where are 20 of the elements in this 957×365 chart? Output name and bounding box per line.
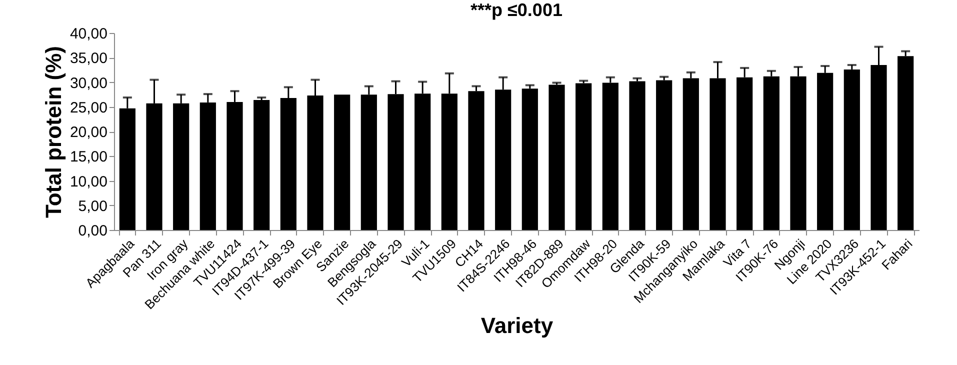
y-axis-title: Total protein (%) <box>40 46 66 218</box>
y-tick-label: 35,00 <box>70 50 108 68</box>
bar <box>763 76 780 230</box>
y-tick-label: 25,00 <box>70 99 108 116</box>
bar <box>522 88 538 230</box>
chart-title: ***p ≤0.001 <box>470 0 562 20</box>
bar <box>334 94 350 230</box>
bar <box>656 80 672 230</box>
bar <box>602 82 618 230</box>
bar <box>468 91 484 230</box>
y-tick-label: 20,00 <box>70 124 108 141</box>
y-tick-label: 0,00 <box>78 222 108 240</box>
y-tick-label: 40,00 <box>70 26 108 42</box>
y-tick-label: 30,00 <box>70 74 108 92</box>
y-tick-label: 10,00 <box>70 173 108 190</box>
y-tick-label: 15,00 <box>70 148 108 166</box>
bar <box>898 56 914 230</box>
y-tick-label: 5,00 <box>78 198 108 215</box>
x-axis-title: Variety <box>480 313 554 338</box>
bar <box>844 69 860 230</box>
